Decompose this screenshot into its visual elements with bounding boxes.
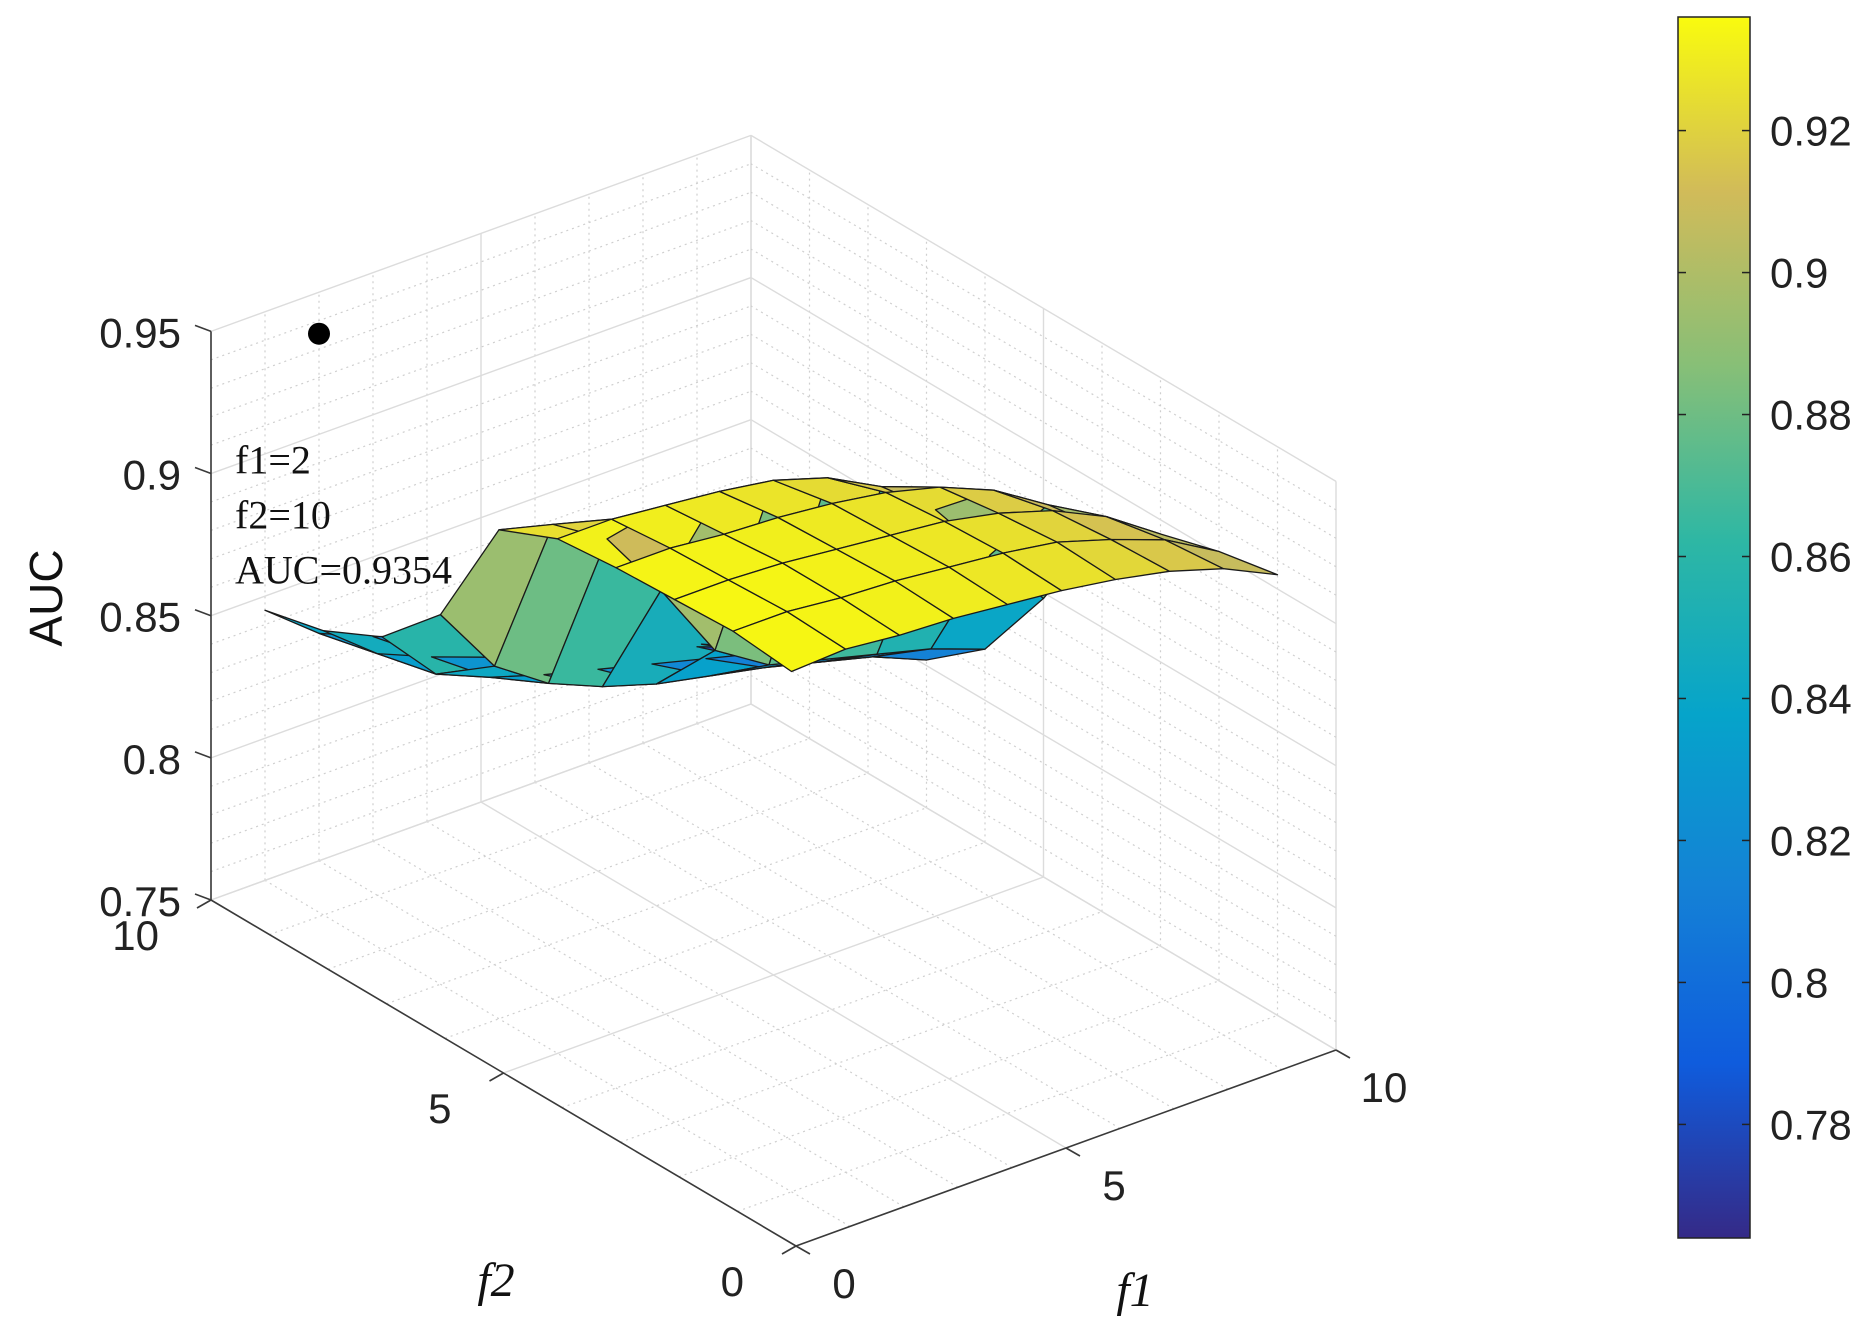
- colorbar-tick-label: 0.88: [1770, 392, 1852, 439]
- grid-wall-z: [210, 134, 752, 333]
- auc-tick: [194, 324, 212, 333]
- grid-wall-z: [750, 703, 1337, 1051]
- colorbar: 0.78 0.8 0.82 0.84 0.86 0.88 0.9 0.92: [1677, 16, 1852, 1239]
- surface-mesh: [264, 477, 1279, 688]
- y-axis-label: f2: [477, 1254, 514, 1307]
- f2-tick: [781, 1245, 797, 1255]
- colorbar-tick-label: 0.92: [1770, 108, 1852, 155]
- f1-tick: [1065, 1147, 1081, 1157]
- auc-tick: [194, 608, 212, 617]
- auc-tick-label: 0.85: [99, 594, 181, 641]
- f1-tick: [795, 1245, 811, 1255]
- colorbar-tick-label: 0.84: [1770, 675, 1852, 722]
- f2-tick-label: 5: [428, 1085, 451, 1132]
- f1-tick-label: 10: [1361, 1064, 1408, 1111]
- max-point-marker: [308, 322, 330, 345]
- colorbar-gradient: [1677, 16, 1751, 1239]
- annotation-line: AUC=0.9354: [235, 548, 452, 593]
- grid-wall-z: [210, 703, 752, 901]
- colorbar-tick-label: 0.9: [1770, 250, 1828, 297]
- z-axis-label: AUC: [20, 549, 72, 646]
- colorbar-tick-label: 0.8: [1770, 959, 1828, 1006]
- auc-tick: [194, 751, 212, 759]
- f2-tick-label: 10: [112, 912, 159, 959]
- colorbar-tick-label: 0.86: [1770, 534, 1852, 581]
- auc-tick: [194, 466, 212, 475]
- f1-tick-label: 5: [1102, 1162, 1125, 1209]
- colorbar-ticks: 0.78 0.8 0.82 0.84 0.86 0.88 0.9 0.92: [1678, 108, 1852, 1148]
- grid-wall-z: [210, 276, 752, 475]
- f2-tick-label: 0: [721, 1258, 744, 1305]
- auc-tick-label: 0.95: [99, 309, 181, 356]
- f2-tick: [489, 1072, 504, 1082]
- annotation-line: f1=2: [235, 438, 311, 483]
- colorbar-tick-label: 0.82: [1770, 817, 1852, 864]
- auc-tick: [194, 893, 212, 901]
- surface-face: [1164, 539, 1279, 576]
- auc-tick-label: 0.75: [99, 878, 181, 925]
- axes-lines: [194, 324, 1351, 1255]
- grid-wall-z: [750, 134, 1337, 483]
- tick-labels: 0.75 0.8 0.85 0.9 0.95 0 5 10 0 5 10: [99, 309, 1407, 1307]
- x-axis-label: f1: [1116, 1264, 1153, 1317]
- auc-tick-label: 0.9: [123, 452, 181, 499]
- colorbar-tick-label: 0.78: [1770, 1101, 1852, 1148]
- annotation-line: f2=10: [235, 493, 331, 538]
- f1-tick: [1335, 1049, 1351, 1059]
- grid-floor-f2: [503, 876, 1044, 1074]
- grid-wall-z: [210, 419, 752, 617]
- f1-tick-label: 0: [832, 1260, 855, 1307]
- auc-tick-label: 0.8: [123, 736, 181, 783]
- f2-tick: [196, 899, 212, 909]
